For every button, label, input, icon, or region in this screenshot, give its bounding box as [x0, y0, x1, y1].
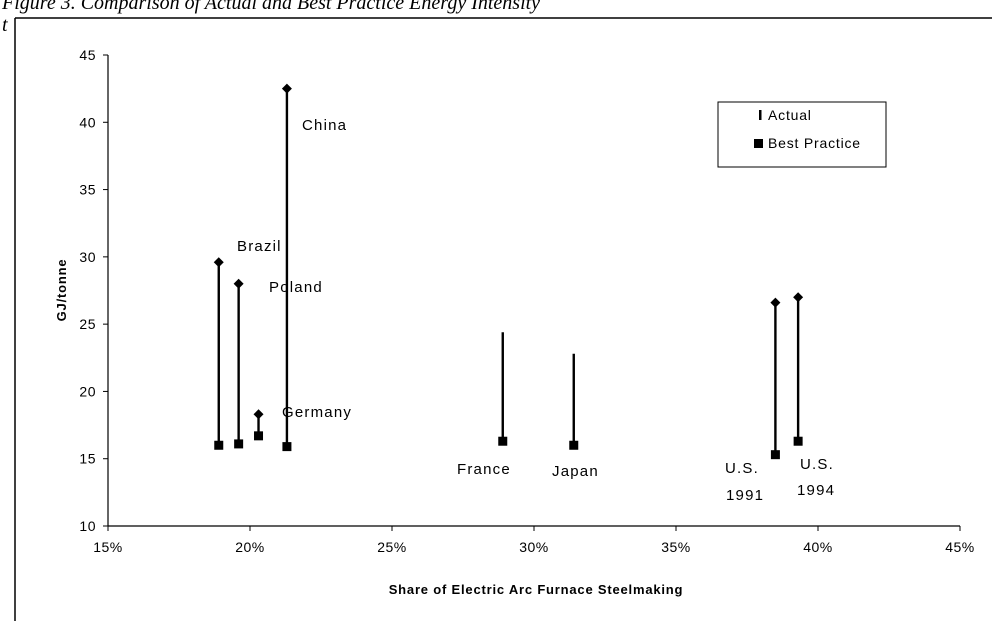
x-tick-label: 35% — [661, 539, 691, 555]
x-tick-label: 15% — [93, 539, 123, 555]
label-us-1994: U.S. 1994 — [797, 456, 835, 499]
label-france: France — [457, 461, 511, 478]
figure-caption: Figure 3. Comparison of Actual and Best … — [1, 0, 540, 14]
legend-best-practice-marker — [754, 139, 763, 148]
actual-best-range-lines — [217, 88, 800, 455]
x-tick-label: 45% — [945, 539, 975, 555]
label-us-1994-line2: 1994 — [797, 482, 835, 499]
label-china: China — [302, 117, 347, 134]
label-us-1994-line1: U.S. — [800, 456, 834, 473]
y-tick-label: 10 — [79, 518, 96, 534]
best-practice-marker — [254, 431, 264, 441]
label-japan: Japan — [552, 463, 599, 480]
label-us-1991-line2: 1991 — [726, 487, 764, 504]
x-tick-label: 25% — [377, 539, 407, 555]
data-markers — [213, 83, 804, 460]
best-practice-marker — [569, 440, 579, 450]
actual-marker — [253, 409, 264, 420]
x-tick-label: 30% — [519, 539, 549, 555]
y-tick-label: 35 — [79, 182, 96, 198]
legend-box — [717, 101, 887, 168]
best-practice-marker — [234, 439, 244, 449]
label-us-1991-line1: U.S. — [725, 460, 759, 477]
x-tick-label: 40% — [803, 539, 833, 555]
actual-marker — [213, 257, 224, 268]
x-axis-title: Share of Electric Arc Furnace Steelmakin… — [389, 582, 684, 597]
label-brazil: Brazil — [237, 238, 282, 255]
legend: Actual Best Practice — [717, 101, 887, 168]
actual-marker — [233, 278, 244, 289]
best-practice-marker — [282, 442, 292, 452]
best-practice-marker — [498, 436, 508, 446]
legend-actual-label: Actual — [768, 107, 812, 123]
label-us-1991: U.S. 1991 — [725, 460, 764, 504]
country-labels: China Brazil Poland Germany France Japan… — [237, 117, 835, 504]
y-tick-label: 30 — [79, 249, 96, 265]
y-tick-label: 25 — [79, 316, 96, 332]
y-tick-label: 20 — [79, 383, 96, 399]
best-practice-marker — [770, 450, 780, 460]
figure-caption-continuation: t — [2, 14, 8, 36]
label-poland: Poland — [269, 279, 323, 296]
y-tick-label: 45 — [79, 47, 96, 63]
x-tick-labels: 15% 20% 25% 30% 35% 40% 45% — [93, 539, 975, 555]
best-practice-marker — [214, 440, 224, 450]
legend-best-practice-label: Best Practice — [768, 135, 861, 151]
best-practice-marker — [793, 436, 803, 446]
actual-marker — [793, 292, 804, 303]
y-tick-labels: 10 15 20 25 30 35 40 45 — [79, 47, 96, 534]
chart-frame — [14, 17, 992, 621]
y-axis-title: GJ/tonne — [54, 259, 69, 322]
legend-actual-marker — [759, 110, 762, 120]
y-tick-label: 15 — [79, 451, 96, 467]
plot-axes — [103, 54, 961, 531]
actual-marker — [281, 83, 292, 94]
label-germany: Germany — [282, 404, 352, 421]
y-tick-label: 40 — [79, 114, 96, 130]
actual-marker — [770, 297, 781, 308]
x-tick-label: 20% — [235, 539, 265, 555]
